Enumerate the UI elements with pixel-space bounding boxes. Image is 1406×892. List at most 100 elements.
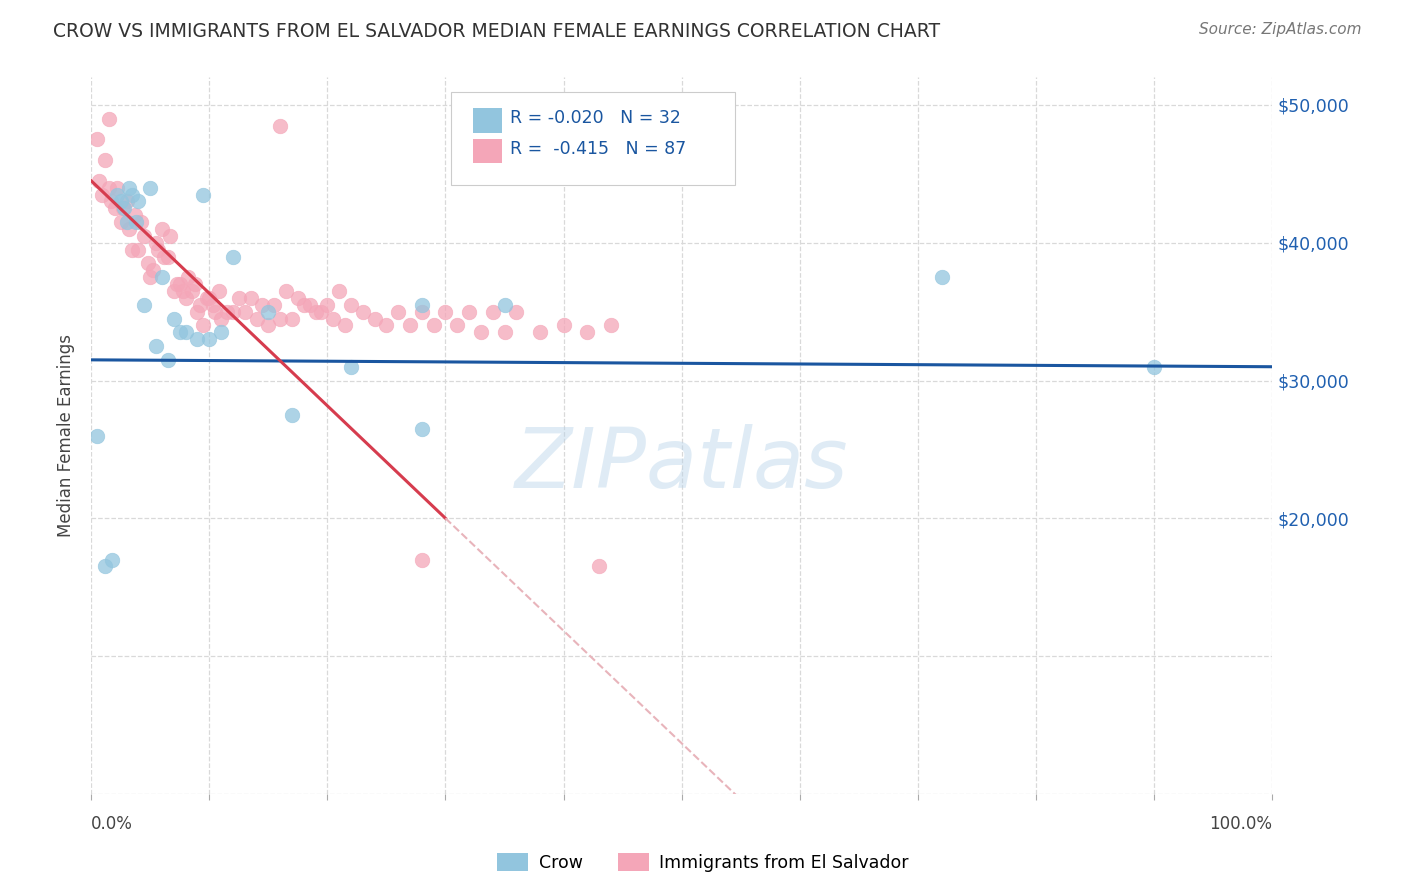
Point (150, 270, 173, 285)
Point (311, 304, 333, 318)
Point (328, 284, 350, 298)
Point (411, 422, 433, 436)
Point (89, 174, 111, 188)
Point (228, 291, 250, 305)
Point (163, 284, 186, 298)
Text: R =  -0.415   N = 87: R = -0.415 N = 87 (510, 140, 686, 158)
Point (209, 311, 232, 326)
Point (252, 298, 274, 312)
Point (124, 208, 146, 222)
Point (174, 326, 197, 340)
Point (100, 194, 122, 209)
Point (90, 187, 112, 202)
Point (422, 318, 444, 333)
Point (186, 304, 208, 318)
Point (193, 318, 215, 333)
Point (195, 291, 218, 305)
Point (274, 284, 297, 298)
Point (399, 318, 422, 333)
Point (1143, 359, 1166, 374)
Point (97, 180, 120, 194)
Point (505, 304, 527, 318)
Point (209, 326, 232, 340)
Point (110, 215, 132, 229)
FancyBboxPatch shape (451, 92, 735, 185)
Point (215, 304, 238, 318)
Point (292, 298, 315, 312)
Point (208, 284, 231, 298)
Point (139, 180, 162, 194)
Point (304, 304, 326, 318)
Point (118, 222, 141, 236)
FancyBboxPatch shape (472, 108, 502, 133)
Point (411, 552, 433, 566)
Point (139, 270, 162, 285)
Point (153, 250, 176, 264)
Point (553, 318, 575, 333)
Point (576, 326, 599, 340)
Point (184, 277, 207, 291)
Point (129, 215, 152, 229)
Text: 0.0%: 0.0% (91, 815, 134, 833)
Point (104, 202, 127, 216)
Point (375, 318, 398, 333)
Point (125, 215, 148, 229)
Point (599, 318, 621, 333)
Point (145, 235, 167, 250)
Point (281, 311, 304, 326)
Point (97, 112, 120, 126)
Point (233, 304, 256, 318)
Point (222, 304, 245, 318)
Point (172, 284, 194, 298)
Point (121, 187, 143, 202)
Point (239, 291, 262, 305)
Point (150, 222, 173, 236)
Point (222, 250, 245, 264)
Point (86, 132, 108, 146)
Text: CROW VS IMMIGRANTS FROM EL SALVADOR MEDIAN FEMALE EARNINGS CORRELATION CHART: CROW VS IMMIGRANTS FROM EL SALVADOR MEDI… (53, 22, 941, 41)
Point (352, 304, 374, 318)
Point (142, 263, 165, 277)
Point (136, 256, 159, 270)
Point (112, 202, 135, 216)
Point (287, 291, 309, 305)
Point (411, 304, 433, 318)
Point (588, 559, 610, 574)
Point (269, 119, 291, 133)
Point (387, 304, 409, 318)
Y-axis label: Median Female Earnings: Median Female Earnings (58, 334, 75, 537)
Point (269, 311, 291, 326)
Point (281, 408, 304, 422)
Point (446, 318, 468, 333)
Point (481, 304, 503, 318)
Text: Source: ZipAtlas.com: Source: ZipAtlas.com (1198, 22, 1361, 37)
Point (127, 243, 149, 257)
Point (166, 277, 188, 291)
Text: 100.0%: 100.0% (1209, 815, 1272, 833)
Point (316, 298, 339, 312)
Point (245, 311, 267, 326)
Point (156, 250, 179, 264)
Point (257, 304, 280, 318)
Point (145, 339, 167, 353)
Point (298, 298, 321, 312)
Point (529, 326, 551, 340)
Point (127, 194, 149, 209)
Point (148, 243, 170, 257)
Point (411, 298, 433, 312)
Point (134, 298, 156, 312)
Point (257, 318, 280, 333)
Point (322, 311, 344, 326)
Point (177, 270, 200, 285)
Point (169, 326, 191, 340)
Point (86, 428, 108, 442)
Point (188, 298, 211, 312)
Point (174, 291, 197, 305)
Point (201, 298, 224, 312)
Point (931, 270, 953, 285)
Point (94, 153, 117, 167)
Point (112, 202, 135, 216)
Point (340, 298, 363, 312)
Point (363, 311, 385, 326)
Point (333, 318, 356, 333)
